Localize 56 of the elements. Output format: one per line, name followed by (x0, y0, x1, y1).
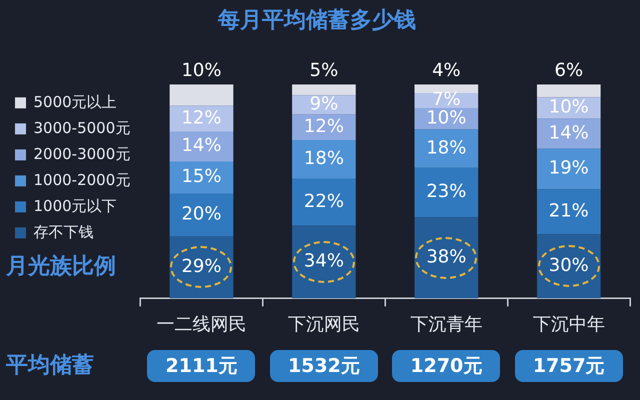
bar (170, 161, 234, 194)
bar (536, 234, 601, 298)
text: 平均储蓄 (6, 352, 94, 380)
data-label: 18% (426, 137, 466, 158)
data-label: 15% (181, 166, 222, 188)
data-label: 6% (554, 60, 584, 82)
legend-label: 5000元以上 (34, 92, 117, 111)
legend-label: 存不下钱 (34, 222, 94, 241)
x-tick-label: 下沉中年 (532, 314, 605, 335)
data-label: 5% (310, 60, 338, 82)
text: 1757元 (532, 355, 605, 377)
bar (292, 84, 356, 96)
bar (292, 178, 356, 226)
text: 2111元 (166, 355, 238, 377)
bar (414, 129, 478, 168)
bar (414, 217, 478, 298)
bar (536, 189, 601, 234)
x-tick-label: 一二线网民 (156, 314, 246, 335)
data-label: 18% (304, 148, 344, 169)
bar (170, 236, 234, 298)
data-label: 10% (548, 96, 589, 118)
legend-label: 2000-3000元 (34, 144, 130, 163)
bar (292, 226, 356, 298)
legend-label: 1000-2000元 (34, 170, 130, 189)
data-label: 22% (304, 190, 344, 212)
text: 1270元 (410, 355, 482, 377)
data-label: 34% (304, 250, 344, 272)
x-tick-label: 下沉青年 (410, 314, 482, 335)
chart-title: 每月平均储蓄多少钱 (217, 8, 416, 33)
data-label: 30% (548, 254, 589, 276)
bar (170, 84, 234, 106)
legend-label: 3000-5000元 (34, 118, 130, 137)
data-label: 20% (181, 204, 222, 225)
text: 月光族比例 (6, 253, 116, 282)
bar (170, 131, 234, 162)
data-label: 9% (310, 93, 338, 114)
data-label: 19% (548, 158, 589, 179)
bar (414, 84, 478, 93)
bar (536, 148, 601, 190)
data-label: 21% (548, 200, 589, 222)
data-label: 10% (181, 60, 222, 82)
bar (292, 140, 356, 179)
data-label: 38% (426, 246, 466, 268)
data-label: 14% (181, 135, 222, 156)
data-label: 29% (181, 256, 222, 278)
bar (170, 194, 234, 236)
bar (414, 168, 478, 218)
data-label: 14% (548, 122, 589, 144)
legend-label: 1000元以下 (34, 196, 117, 215)
data-label: 12% (181, 107, 222, 128)
text: 1532元 (288, 355, 360, 377)
data-label: 4% (432, 60, 461, 82)
data-label: 23% (426, 181, 466, 202)
bar (536, 84, 601, 98)
x-tick-label: 下沉网民 (288, 314, 360, 335)
data-label: 12% (304, 116, 344, 137)
